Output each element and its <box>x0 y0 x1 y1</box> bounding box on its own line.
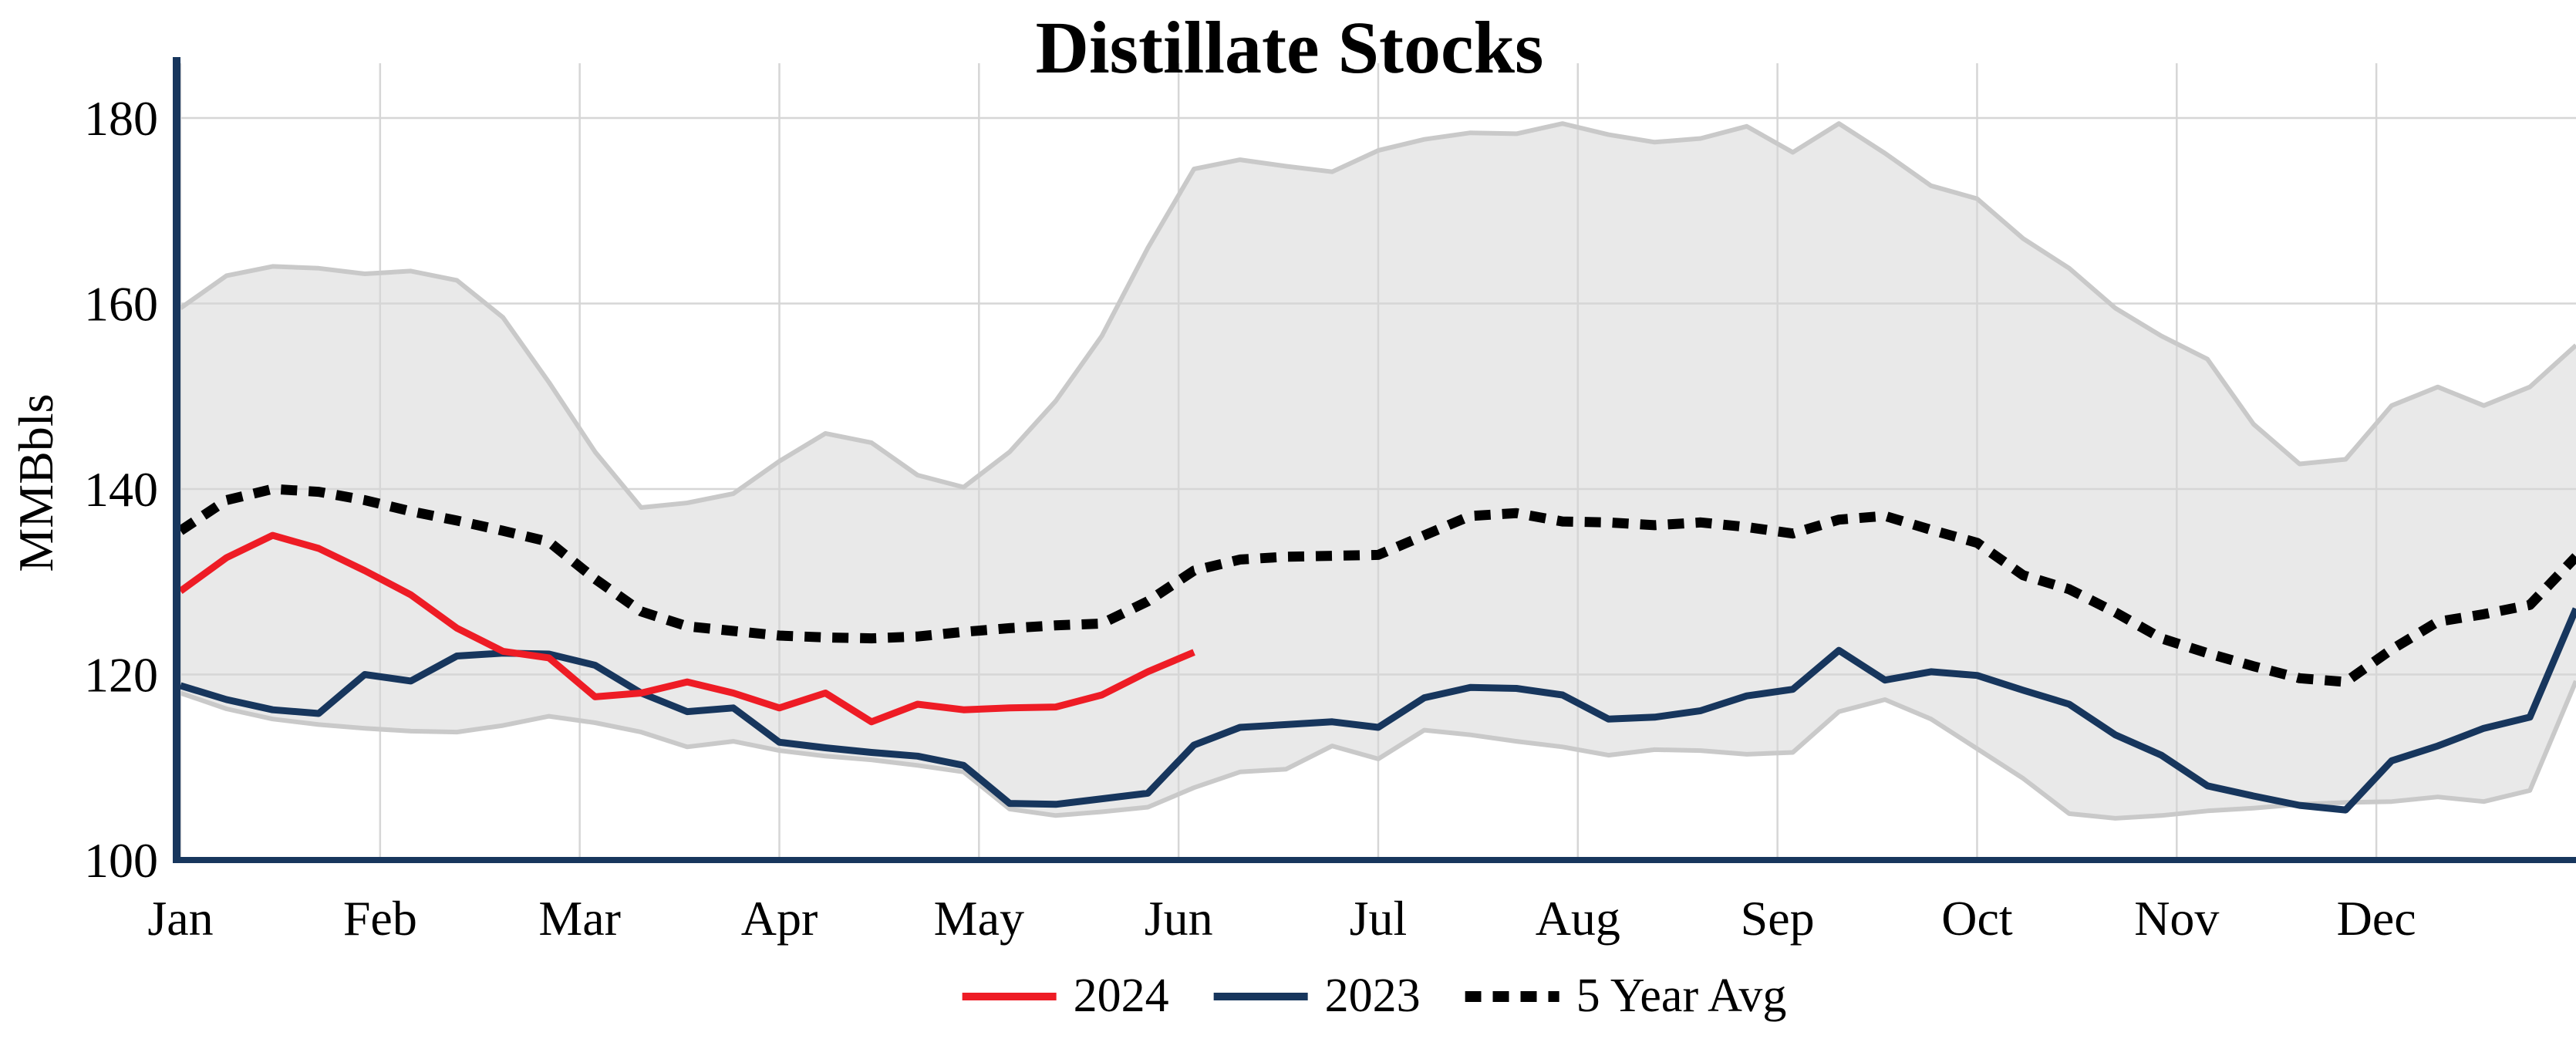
series-line-2023 <box>179 607 2576 814</box>
x-tick-label-jan: Jan <box>147 891 213 946</box>
legend-item-2024: 2024 <box>962 969 1169 1024</box>
series-line-2024 <box>178 531 1195 726</box>
legend-swatch-5-year-avg-dotted-line <box>1465 990 1559 1002</box>
legend-item-5-year-avg: 5 Year Avg <box>1465 969 1787 1024</box>
legend-label-5-year-avg: 5 Year Avg <box>1576 970 1787 1022</box>
y-tick-label-180: 180 <box>84 91 158 146</box>
x-tick-label-mar: Mar <box>538 891 621 946</box>
five-year-range-bottom-edge <box>180 680 2576 821</box>
x-tick-label-dec: Dec <box>2337 891 2416 946</box>
x-tick-label-jun: Jun <box>1145 891 1213 946</box>
y-tick-label-140: 140 <box>84 462 158 517</box>
chart-title: Distillate Stocks <box>1035 6 1544 89</box>
x-tick-label-nov: Nov <box>2134 891 2219 946</box>
x-tick-label-oct: Oct <box>1941 891 2013 946</box>
y-tick-label-160: 160 <box>84 277 158 332</box>
y-tick-label-120: 120 <box>84 648 158 703</box>
legend-item-2023: 2023 <box>1213 969 1421 1024</box>
legend-swatch-2023-line <box>1213 992 1308 1000</box>
legend: 2024 2023 5 Year Avg <box>962 969 1787 1024</box>
series-line-5-year-avg <box>177 484 2576 687</box>
y-tick-label-100: 100 <box>84 833 158 888</box>
x-tick-label-apr: Apr <box>741 891 818 946</box>
legend-swatch-2024-line <box>962 992 1057 1000</box>
legend-label-2023: 2023 <box>1324 970 1421 1022</box>
x-tick-label-feb: Feb <box>343 891 417 946</box>
x-tick-label-aug: Aug <box>1536 891 1620 946</box>
y-axis-label: MMBbls <box>8 393 63 572</box>
legend-label-2024: 2024 <box>1073 970 1169 1022</box>
x-tick-label-may: May <box>934 891 1024 946</box>
x-tick-label-jul: Jul <box>1350 891 1408 946</box>
five-year-range-top-edge <box>179 121 2576 510</box>
x-tick-label-sep: Sep <box>1741 891 1815 946</box>
